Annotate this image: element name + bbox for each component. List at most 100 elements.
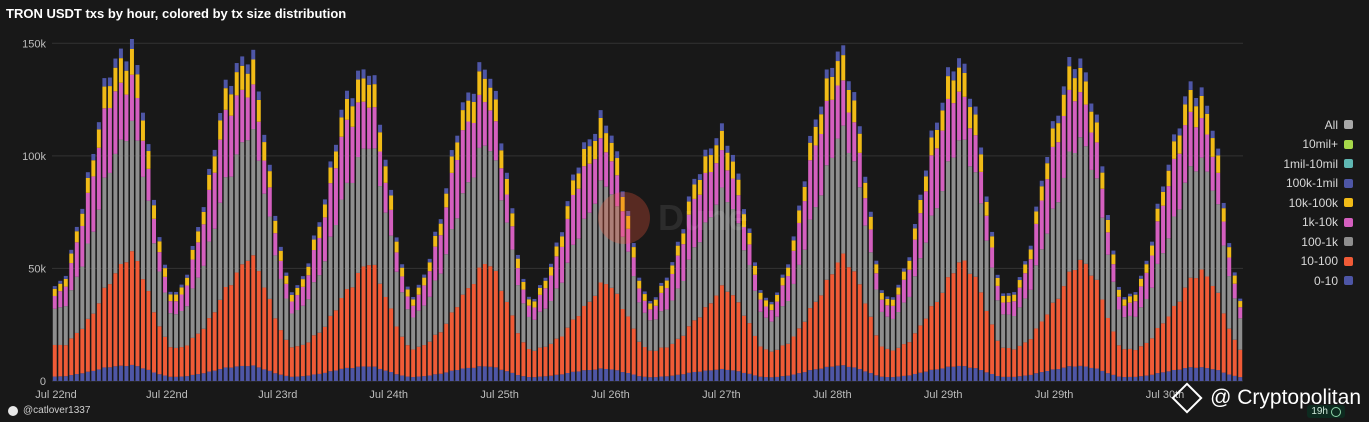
bar-segment[interactable] (946, 161, 950, 278)
bar-segment[interactable] (1050, 146, 1055, 209)
bar-segment[interactable] (835, 51, 840, 62)
bar-segment[interactable] (1034, 211, 1039, 224)
bar-segment[interactable] (223, 367, 228, 381)
bar-segment[interactable] (995, 274, 1000, 278)
bar-segment[interactable] (1122, 299, 1127, 306)
bar-segment[interactable] (135, 65, 140, 75)
bar-segment[interactable] (719, 123, 724, 131)
bar-segment[interactable] (1078, 137, 1083, 260)
bar-segment[interactable] (96, 303, 101, 370)
bar-segment[interactable] (857, 126, 862, 134)
bar-segment[interactable] (157, 237, 162, 242)
bar-segment[interactable] (129, 251, 134, 365)
bar-segment[interactable] (725, 152, 730, 171)
bar-segment[interactable] (361, 78, 366, 102)
bar-segment[interactable] (1050, 121, 1055, 129)
bar-segment[interactable] (278, 246, 283, 251)
bar-segment[interactable] (758, 346, 763, 377)
bar-segment[interactable] (515, 268, 520, 286)
bar-segment[interactable] (1122, 377, 1127, 381)
bar-segment[interactable] (482, 145, 487, 265)
bar-segment[interactable] (482, 366, 487, 381)
bar-segment[interactable] (433, 235, 438, 247)
bar-segment[interactable] (582, 305, 587, 371)
bar-segment[interactable] (1161, 205, 1166, 254)
bar-segment[interactable] (1155, 373, 1160, 381)
bar-segment[interactable] (659, 292, 664, 312)
bar-segment[interactable] (96, 129, 101, 148)
bar-segment[interactable] (256, 160, 261, 272)
bar-segment[interactable] (1039, 186, 1044, 201)
bar-segment[interactable] (107, 172, 112, 285)
bar-segment[interactable] (1188, 81, 1193, 90)
bar-segment[interactable] (256, 367, 261, 381)
bar-segment[interactable] (648, 377, 653, 381)
bar-segment[interactable] (940, 368, 945, 381)
bar-segment[interactable] (1012, 292, 1017, 295)
bar-segment[interactable] (1078, 259, 1083, 366)
bar-segment[interactable] (218, 113, 223, 121)
bar-segment[interactable] (598, 180, 603, 283)
bar-segment[interactable] (433, 374, 438, 381)
bar-segment[interactable] (504, 194, 509, 223)
bar-segment[interactable] (405, 376, 410, 381)
bar-segment[interactable] (240, 56, 245, 66)
bar-segment[interactable] (389, 195, 394, 210)
bar-segment[interactable] (962, 139, 967, 261)
bar-segment[interactable] (664, 288, 669, 310)
bar-segment[interactable] (477, 147, 482, 268)
bar-segment[interactable] (416, 376, 421, 381)
bar-segment[interactable] (1028, 259, 1033, 290)
bar-segment[interactable] (532, 350, 537, 378)
bar-segment[interactable] (168, 294, 173, 302)
bar-segment[interactable] (725, 369, 730, 381)
bar-segment[interactable] (1221, 372, 1226, 381)
bar-segment[interactable] (1133, 316, 1138, 351)
bar-segment[interactable] (113, 91, 118, 154)
bar-segment[interactable] (1067, 57, 1072, 67)
bar-segment[interactable] (91, 153, 96, 161)
bar-segment[interactable] (1067, 366, 1072, 381)
bar-segment[interactable] (1172, 369, 1177, 381)
bar-segment[interactable] (405, 289, 410, 297)
bar-segment[interactable] (1023, 342, 1028, 376)
bar-segment[interactable] (824, 366, 829, 381)
bar-segment[interactable] (1216, 172, 1221, 205)
bar-segment[interactable] (350, 182, 355, 288)
bar-segment[interactable] (582, 370, 587, 381)
bar-segment[interactable] (102, 78, 107, 87)
bar-segment[interactable] (697, 242, 702, 318)
bar-segment[interactable] (901, 375, 906, 381)
bar-segment[interactable] (808, 370, 813, 381)
bar-segment[interactable] (135, 140, 140, 262)
bar-segment[interactable] (1238, 301, 1243, 308)
bar-segment[interactable] (692, 198, 697, 248)
bar-segment[interactable] (537, 294, 542, 312)
bar-segment[interactable] (620, 309, 625, 373)
bar-segment[interactable] (929, 155, 934, 216)
legend-item[interactable]: 1mil-10mil (1283, 156, 1353, 172)
bar-segment[interactable] (1001, 314, 1006, 348)
bar-segment[interactable] (245, 97, 250, 141)
bar-segment[interactable] (1210, 138, 1215, 157)
bar-segment[interactable] (1227, 328, 1232, 375)
bar-segment[interactable] (433, 231, 438, 236)
bar-segment[interactable] (1221, 202, 1226, 209)
bar-segment[interactable] (1089, 132, 1094, 170)
bar-segment[interactable] (890, 305, 895, 319)
bar-segment[interactable] (1072, 101, 1077, 153)
bar-segment[interactable] (367, 107, 372, 149)
bar-segment[interactable] (157, 241, 162, 253)
bar-segment[interactable] (1089, 111, 1094, 133)
bar-segment[interactable] (339, 368, 344, 381)
bar-segment[interactable] (775, 316, 780, 350)
bar-segment[interactable] (510, 226, 515, 250)
bar-segment[interactable] (449, 156, 454, 173)
bar-segment[interactable] (1199, 95, 1204, 119)
bar-segment[interactable] (80, 208, 85, 214)
bar-segment[interactable] (1172, 134, 1177, 142)
bar-segment[interactable] (719, 285, 724, 369)
bar-segment[interactable] (934, 122, 939, 130)
bar-segment[interactable] (356, 79, 361, 103)
bar-segment[interactable] (968, 107, 973, 129)
